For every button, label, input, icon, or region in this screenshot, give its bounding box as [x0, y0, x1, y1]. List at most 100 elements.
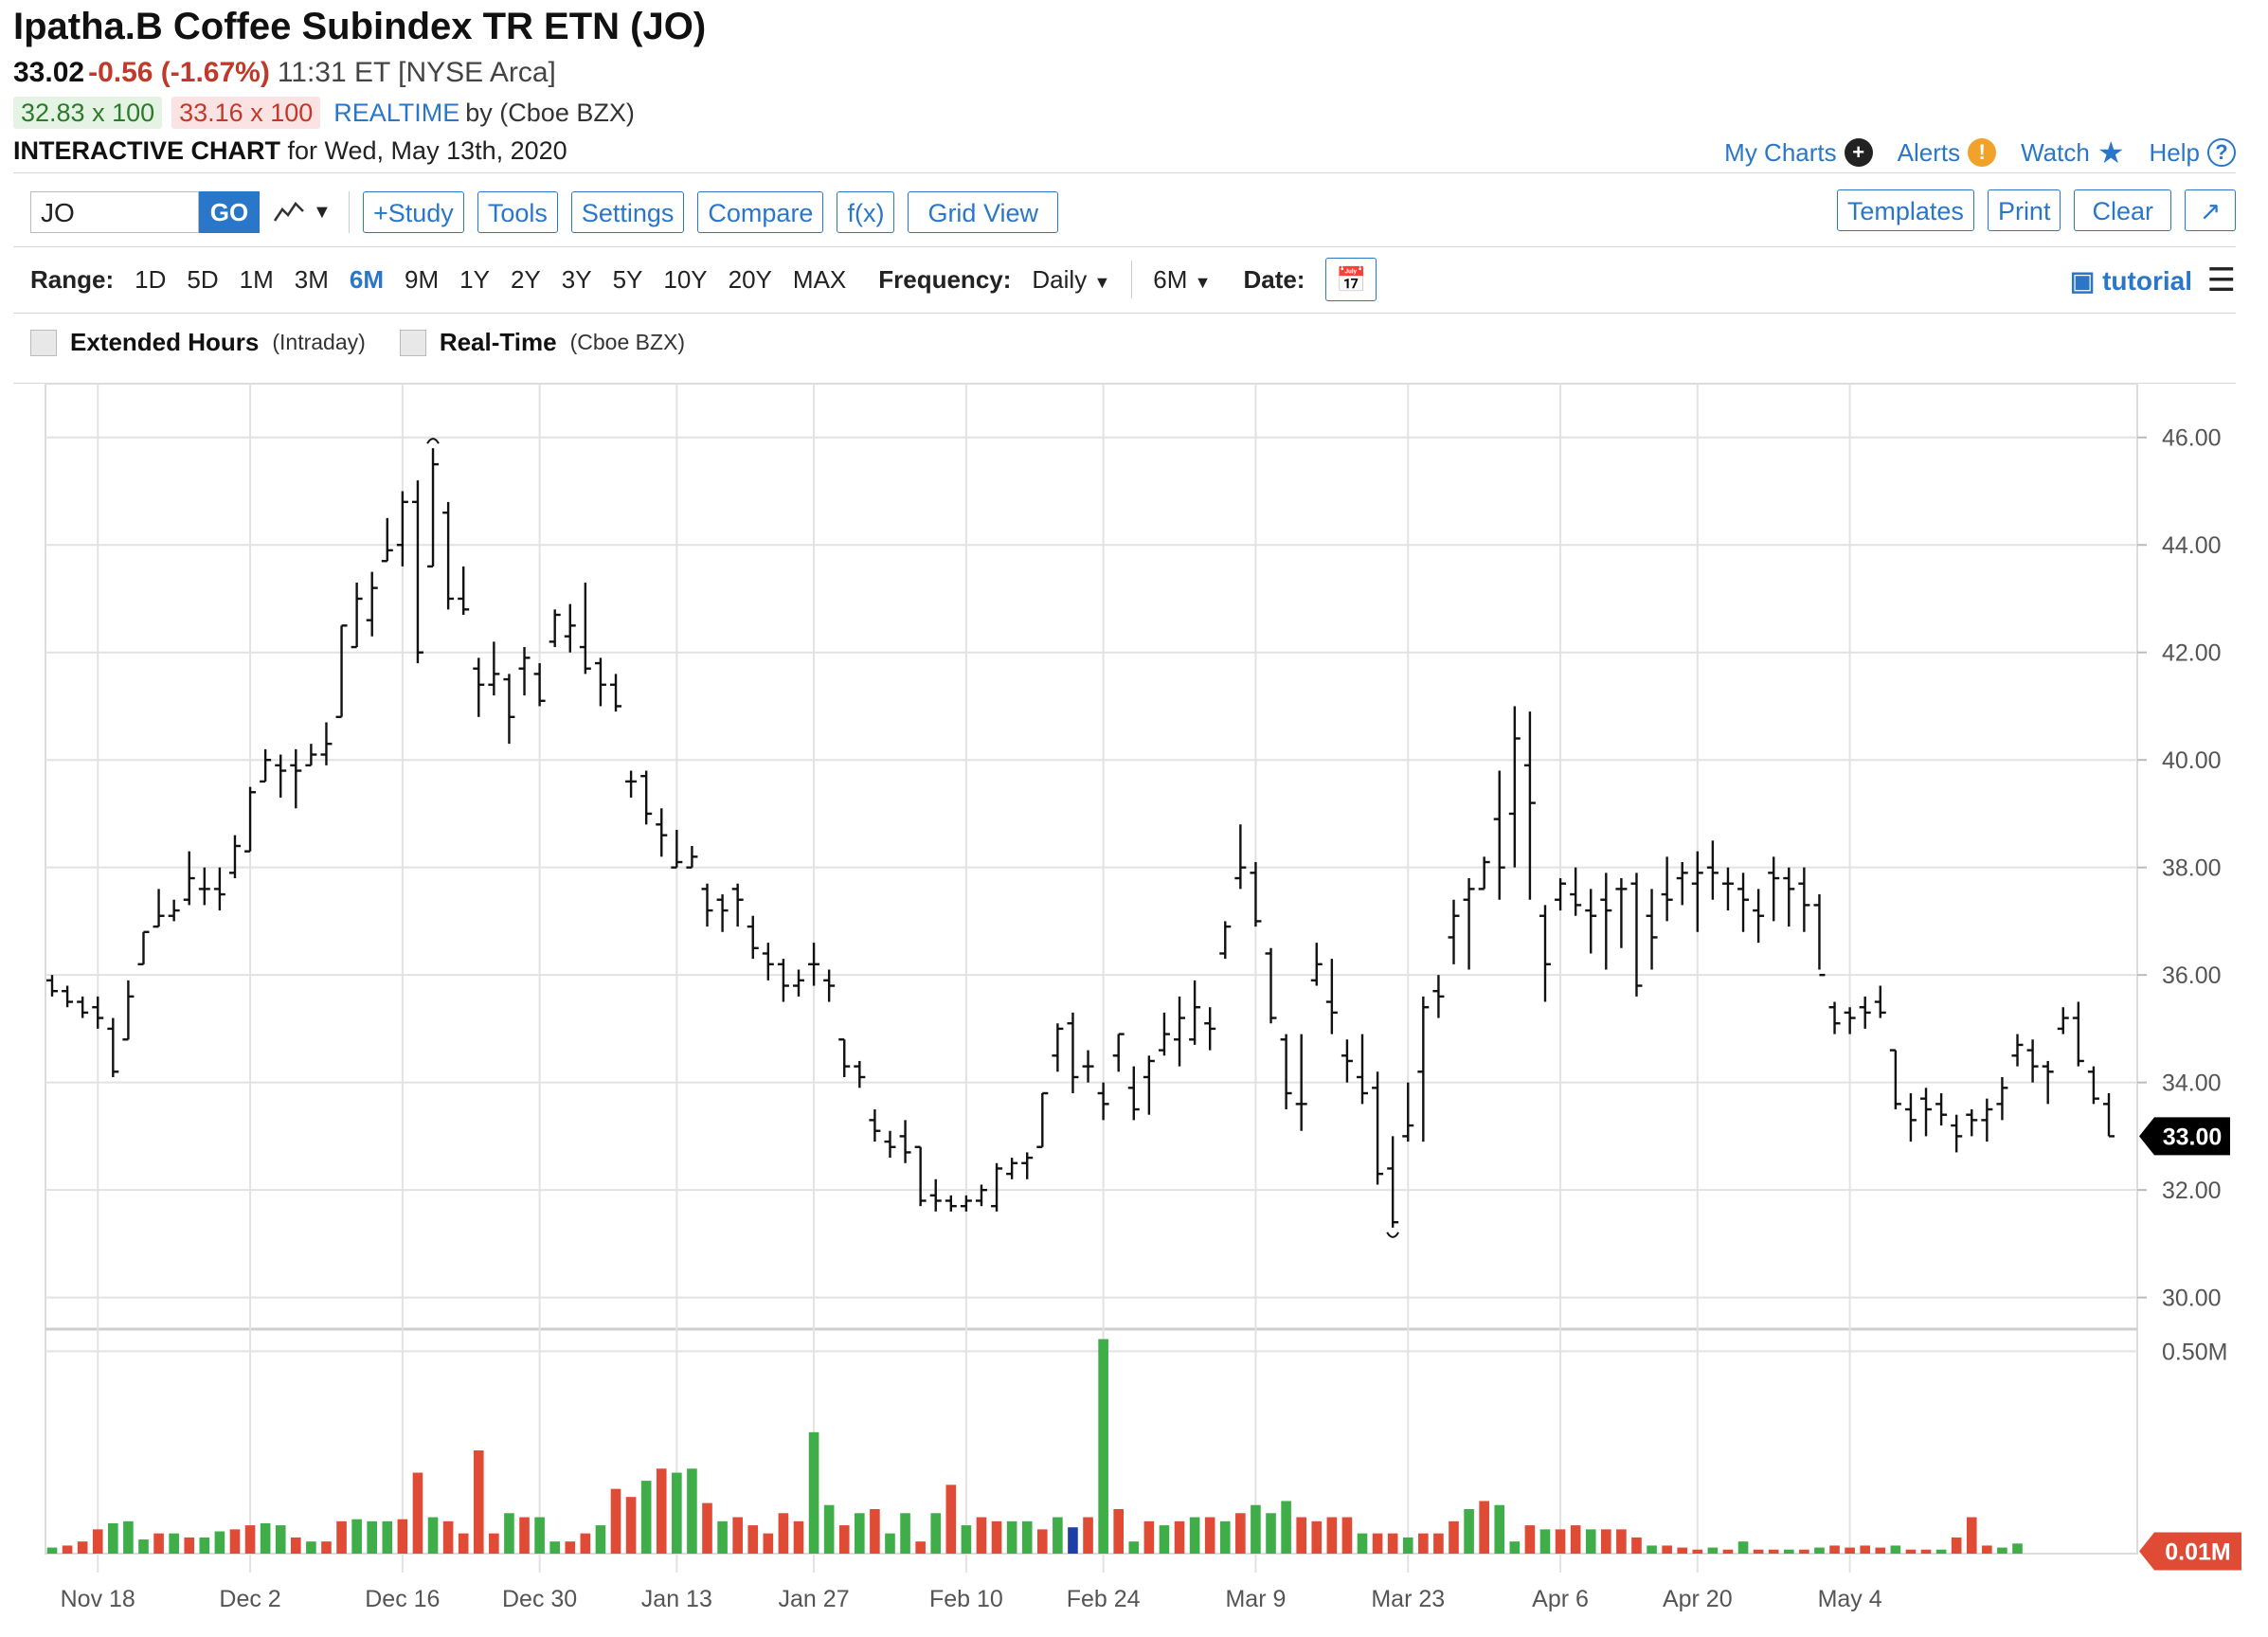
date-tick-label: Dec 2 — [219, 1586, 280, 1612]
volume-bar — [672, 1472, 682, 1554]
volume-bar — [336, 1520, 347, 1554]
chevron-down-icon: ▼ — [1194, 272, 1212, 292]
extended-hours-checkbox[interactable] — [30, 329, 57, 356]
volume-bar — [1174, 1520, 1185, 1554]
settings-button[interactable]: Settings — [570, 191, 685, 233]
volume-bar — [534, 1517, 545, 1554]
range-option[interactable]: 2Y — [510, 264, 541, 294]
volume-bar — [1768, 1549, 1779, 1554]
volume-bar — [1524, 1525, 1536, 1554]
volume-bar — [260, 1522, 271, 1554]
date-tick-label: May 4 — [1818, 1586, 1882, 1612]
range-option[interactable]: 3M — [294, 264, 329, 294]
range-option[interactable]: 1Y — [459, 264, 490, 294]
volume-bar — [1159, 1525, 1170, 1554]
volume-bar — [1814, 1547, 1825, 1554]
range-option[interactable]: 5D — [187, 264, 219, 294]
range-option[interactable]: 10Y — [663, 264, 708, 294]
volume-bar — [367, 1520, 378, 1554]
fx-button[interactable]: f(x) — [837, 191, 895, 233]
volume-bar — [1890, 1545, 1901, 1554]
frequency-value: Daily — [1032, 264, 1088, 294]
volume-bar — [961, 1525, 972, 1554]
templates-button[interactable]: Templates — [1836, 189, 1974, 231]
volume-bar — [1692, 1549, 1703, 1554]
volume-bar — [1951, 1537, 1962, 1554]
tools-button[interactable]: Tools — [477, 191, 558, 233]
range-option[interactable]: 1M — [239, 264, 274, 294]
volume-bar — [900, 1513, 910, 1554]
low-marker — [1386, 1232, 1400, 1238]
range-option[interactable]: 3Y — [561, 264, 592, 294]
high-marker — [426, 438, 440, 444]
volume-bar — [1539, 1529, 1551, 1554]
volume-bar — [1311, 1520, 1323, 1554]
volume-bar — [793, 1520, 804, 1554]
price-tick-label: 44.00 — [2162, 532, 2222, 559]
volume-bar — [1631, 1537, 1642, 1554]
realtime-source: by (Cboe BZX) — [465, 99, 635, 127]
volume-bar — [1113, 1509, 1125, 1554]
price-tick-label: 38.00 — [2162, 855, 2222, 882]
tutorial-link[interactable]: ▣ tutorial — [2070, 265, 2192, 297]
volume-bar — [1068, 1527, 1078, 1554]
date-label: Date: — [1243, 264, 1305, 294]
volume-bar — [1920, 1549, 1932, 1554]
print-button[interactable]: Print — [1987, 189, 2061, 231]
clear-button[interactable]: Clear — [2074, 189, 2171, 231]
price-tick-label: 36.00 — [2162, 962, 2222, 989]
volume-bar — [427, 1517, 439, 1554]
alerts-link[interactable]: Alerts! — [1897, 137, 1997, 168]
range-option[interactable]: 5Y — [612, 264, 643, 294]
date-tick-label: Mar 9 — [1225, 1586, 1286, 1612]
range-option[interactable]: 20Y — [728, 264, 772, 294]
volume-bar — [717, 1520, 728, 1554]
symbol-input[interactable]: JO — [30, 191, 199, 233]
volume-bar — [77, 1541, 88, 1554]
chart-type-icon[interactable]: ▼ — [273, 191, 335, 233]
frequency-select[interactable]: Daily ▼ — [1032, 265, 1110, 295]
study-button[interactable]: +Study — [363, 191, 464, 233]
volume-bar — [1357, 1533, 1368, 1554]
volume-bar — [778, 1513, 789, 1554]
price-tick-label: 46.00 — [2162, 425, 2222, 452]
grid-view-button[interactable]: Grid View — [908, 191, 1058, 233]
real-time-checkbox[interactable] — [399, 329, 426, 356]
volume-bar — [169, 1533, 179, 1554]
period-select[interactable]: 6M ▼ — [1153, 265, 1211, 295]
volume-bar — [1083, 1517, 1093, 1554]
divider — [13, 313, 2236, 314]
my-charts-link[interactable]: My Charts + — [1724, 138, 1873, 168]
range-option[interactable]: MAX — [792, 264, 847, 294]
volume-bar — [1509, 1541, 1521, 1554]
volume-bar — [1722, 1549, 1734, 1554]
volume-bar — [229, 1529, 241, 1554]
watch-link[interactable]: Watch ★ — [2021, 135, 2124, 171]
hamburger-menu-icon[interactable]: ☰ — [2206, 262, 2236, 298]
volume-bar — [1707, 1547, 1719, 1554]
volume-bar — [732, 1517, 743, 1554]
compare-button[interactable]: Compare — [697, 191, 824, 233]
realtime-link[interactable]: REALTIME — [333, 99, 460, 127]
range-option[interactable]: 9M — [405, 264, 440, 294]
range-option-selected[interactable]: 6M — [349, 264, 384, 294]
ask-badge: 33.16 x 100 — [171, 97, 321, 129]
range-option[interactable]: 1D — [135, 264, 167, 294]
volume-bar — [1387, 1533, 1398, 1554]
volume-bar — [351, 1519, 362, 1554]
calendar-icon[interactable]: 📅 — [1325, 258, 1377, 301]
star-icon: ★ — [2097, 135, 2125, 170]
go-button[interactable]: GO — [199, 191, 260, 233]
volume-bar — [885, 1533, 895, 1554]
volume-bar — [1296, 1517, 1306, 1554]
help-link[interactable]: Help? — [2150, 138, 2236, 168]
volume-bar — [915, 1541, 926, 1554]
alerts-label: Alerts — [1897, 137, 1961, 167]
date-tick-label: Mar 23 — [1371, 1586, 1445, 1612]
quote-time: 11:31 ET [NYSE Arca] — [277, 57, 556, 88]
real-time-label: Real-Time — [439, 328, 557, 356]
volume-bar — [290, 1537, 301, 1554]
price-change: -0.56 (-1.67%) — [88, 57, 270, 88]
expand-icon[interactable]: ↗ — [2185, 189, 2236, 231]
